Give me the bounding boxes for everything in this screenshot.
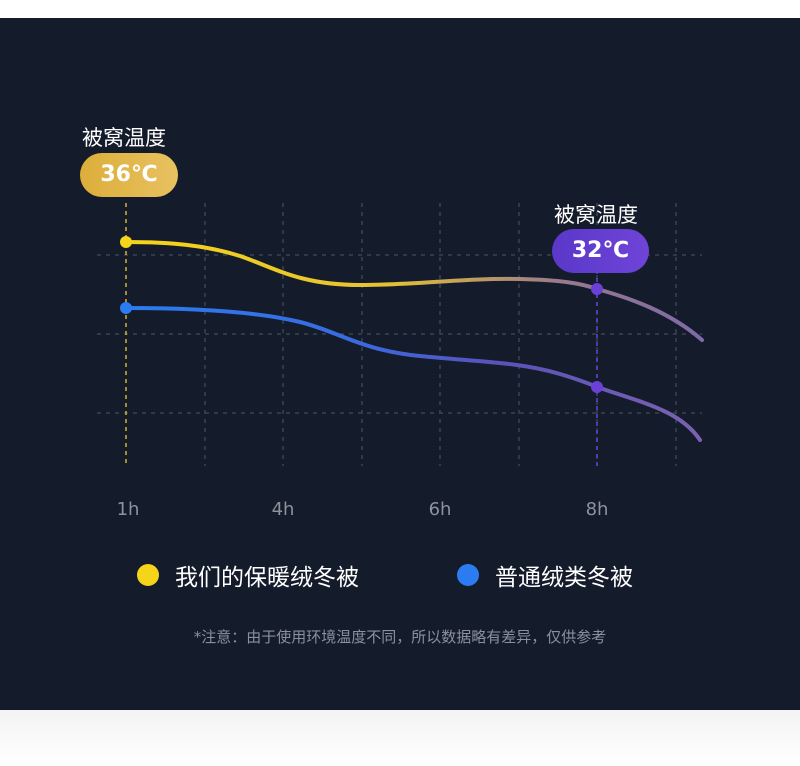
footnote: *注意：由于使用环境温度不同，所以数据略有差异，仅供参考: [193, 628, 607, 646]
x-tick-label: 8h: [586, 499, 609, 520]
point-ordinary-8h: [591, 381, 603, 393]
point-ordinary-1h: [120, 302, 132, 314]
callout-value-end: 32℃: [552, 229, 649, 273]
x-axis-ticks: 1h 4h 6h 8h: [117, 499, 609, 520]
callout-label-start: 被窝温度: [82, 126, 166, 150]
legend-item-ours: 我们的保暖绒冬被: [137, 558, 359, 592]
callout-value-start: 36℃: [80, 153, 178, 197]
legend-dot-yellow-icon: [137, 564, 159, 586]
series-line-ordinary: [124, 306, 702, 442]
chart-panel: [0, 18, 800, 710]
legend-label-ours: 我们的保暖绒冬被: [175, 565, 359, 591]
x-tick-label: 4h: [272, 499, 295, 520]
point-ours-1h: [120, 236, 132, 248]
callout-label-end: 被窝温度: [554, 203, 638, 227]
point-ours-8h: [591, 283, 603, 295]
series-line-ours: [124, 240, 704, 342]
series-points: [120, 236, 603, 393]
x-tick-label: 6h: [429, 499, 452, 520]
legend-label-ordinary: 普通绒类冬被: [495, 565, 633, 591]
bottom-strip: [0, 710, 800, 766]
legend-item-ordinary: 普通绒类冬被: [457, 558, 633, 592]
legend-dot-blue-icon: [457, 564, 479, 586]
x-tick-label: 1h: [117, 499, 140, 520]
